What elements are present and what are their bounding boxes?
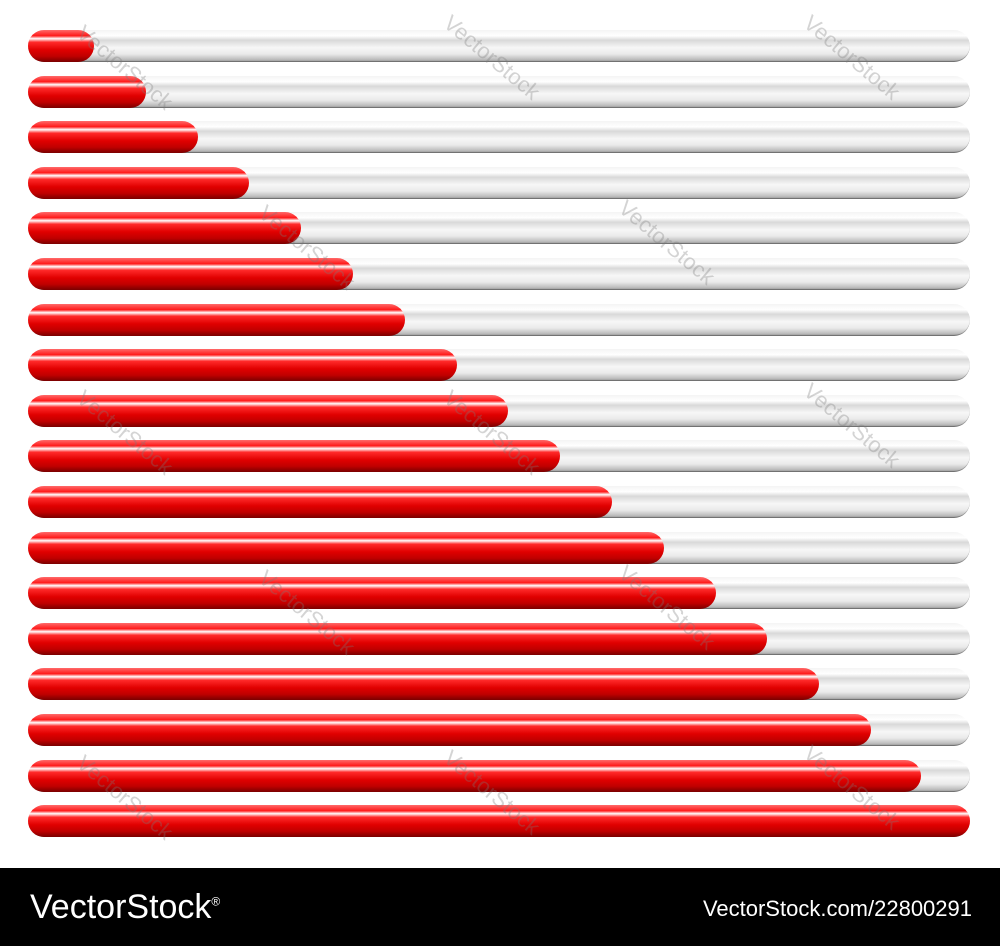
progress-bar bbox=[28, 30, 970, 62]
progress-bar bbox=[28, 532, 970, 564]
progress-fill bbox=[28, 304, 405, 336]
progress-bar bbox=[28, 349, 970, 381]
progress-bar bbox=[28, 167, 970, 199]
progress-fill bbox=[28, 212, 301, 244]
progress-bar bbox=[28, 714, 970, 746]
progress-fill bbox=[28, 714, 871, 746]
progress-bar bbox=[28, 258, 970, 290]
image-id: VectorStock.com/22800291 bbox=[702, 896, 972, 921]
progress-fill bbox=[28, 121, 198, 153]
progress-bar bbox=[28, 76, 970, 108]
progress-fill bbox=[28, 805, 970, 837]
progress-fill bbox=[28, 167, 249, 199]
progress-fill bbox=[28, 760, 921, 792]
progress-fill bbox=[28, 30, 94, 62]
progress-fill bbox=[28, 440, 560, 472]
progress-bar bbox=[28, 304, 970, 336]
progress-bar bbox=[28, 212, 970, 244]
progress-bar bbox=[28, 121, 970, 153]
progress-bar bbox=[28, 805, 970, 837]
progress-bar bbox=[28, 668, 970, 700]
progress-track bbox=[28, 76, 970, 108]
progress-fill bbox=[28, 577, 716, 609]
progress-fill bbox=[28, 76, 146, 108]
brand-logo: VectorStock® bbox=[30, 888, 220, 927]
progress-fill bbox=[28, 532, 664, 564]
progress-fill bbox=[28, 668, 819, 700]
progress-bar bbox=[28, 395, 970, 427]
progress-fill bbox=[28, 395, 508, 427]
progress-bar bbox=[28, 623, 970, 655]
progress-fill bbox=[28, 486, 612, 518]
progress-fill bbox=[28, 349, 457, 381]
brand-name: VectorStock bbox=[30, 888, 212, 926]
progress-bar bbox=[28, 440, 970, 472]
progress-fill bbox=[28, 623, 767, 655]
progress-bar bbox=[28, 760, 970, 792]
footer-bar: VectorStock® VectorStock.com/22800291 bbox=[0, 868, 1000, 946]
progress-bar bbox=[28, 577, 970, 609]
progress-bar bbox=[28, 486, 970, 518]
progress-track bbox=[28, 30, 970, 62]
progress-fill bbox=[28, 258, 353, 290]
registered-mark: ® bbox=[211, 894, 221, 909]
